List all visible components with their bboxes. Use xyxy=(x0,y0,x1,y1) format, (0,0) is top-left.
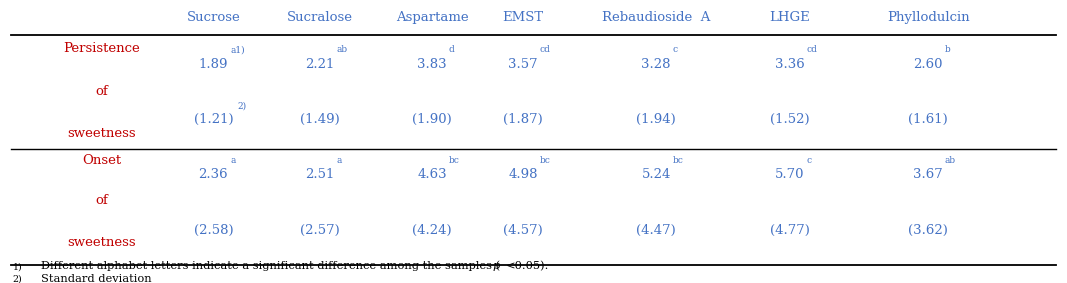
Text: (1.49): (1.49) xyxy=(300,113,340,126)
Text: 2): 2) xyxy=(237,102,246,111)
Text: 2.51: 2.51 xyxy=(305,168,335,181)
Text: a: a xyxy=(230,156,236,165)
Text: 4.98: 4.98 xyxy=(508,168,538,181)
Text: a: a xyxy=(337,156,343,165)
Text: 1.89: 1.89 xyxy=(198,58,228,71)
Text: (4.24): (4.24) xyxy=(412,224,452,237)
Text: ab: ab xyxy=(945,156,956,165)
Text: sweetness: sweetness xyxy=(67,236,136,249)
Text: LHGE: LHGE xyxy=(769,11,810,24)
Text: bc: bc xyxy=(540,156,551,165)
Text: a1): a1) xyxy=(230,45,244,54)
Text: Rebaudioside  A: Rebaudioside A xyxy=(602,11,711,24)
Text: Onset: Onset xyxy=(82,154,121,167)
Text: 5.70: 5.70 xyxy=(775,168,805,181)
Text: Different alphabet letters indicate a significant difference among the samples (: Different alphabet letters indicate a si… xyxy=(41,261,499,271)
Text: 3.28: 3.28 xyxy=(641,58,671,71)
Text: 3.57: 3.57 xyxy=(508,58,538,71)
Text: (1.94): (1.94) xyxy=(636,113,676,126)
Text: ab: ab xyxy=(337,45,348,54)
Text: of: of xyxy=(95,194,108,207)
Text: (1.90): (1.90) xyxy=(412,113,452,126)
Text: Sucralose: Sucralose xyxy=(287,11,353,24)
Text: Standard deviation: Standard deviation xyxy=(41,274,152,283)
Text: (2.57): (2.57) xyxy=(300,224,340,237)
Text: 3.83: 3.83 xyxy=(417,58,447,71)
Text: (1.52): (1.52) xyxy=(769,113,810,126)
Text: (2.58): (2.58) xyxy=(193,224,234,237)
Text: c: c xyxy=(807,156,811,165)
Text: <0.05).: <0.05). xyxy=(506,261,550,271)
Text: Phyllodulcin: Phyllodulcin xyxy=(887,11,970,24)
Text: bc: bc xyxy=(449,156,460,165)
Text: bc: bc xyxy=(673,156,684,165)
Text: 4.63: 4.63 xyxy=(417,168,447,181)
Text: p: p xyxy=(493,261,500,271)
Text: c: c xyxy=(673,45,678,54)
Text: (3.62): (3.62) xyxy=(908,224,949,237)
Text: (4.47): (4.47) xyxy=(636,224,676,237)
Text: (4.77): (4.77) xyxy=(769,224,810,237)
Text: sweetness: sweetness xyxy=(67,127,136,140)
Text: b: b xyxy=(945,45,951,54)
Text: 5.24: 5.24 xyxy=(641,168,671,181)
Text: (4.57): (4.57) xyxy=(503,224,543,237)
Text: of: of xyxy=(95,85,108,98)
Text: EMST: EMST xyxy=(503,11,543,24)
Text: cd: cd xyxy=(540,45,551,54)
Text: Aspartame: Aspartame xyxy=(396,11,468,24)
Text: Persistence: Persistence xyxy=(63,42,140,55)
Text: (1.87): (1.87) xyxy=(503,113,543,126)
Text: d: d xyxy=(449,45,455,54)
Text: 3.36: 3.36 xyxy=(775,58,805,71)
Text: 2.21: 2.21 xyxy=(305,58,335,71)
Text: (1.61): (1.61) xyxy=(908,113,949,126)
Text: 2.60: 2.60 xyxy=(913,58,943,71)
Text: cd: cd xyxy=(807,45,817,54)
Text: Sucrose: Sucrose xyxy=(187,11,240,24)
Text: 1): 1) xyxy=(13,262,22,271)
Text: (1.21): (1.21) xyxy=(193,113,234,126)
Text: 2.36: 2.36 xyxy=(198,168,228,181)
Text: 3.67: 3.67 xyxy=(913,168,943,181)
Text: 2): 2) xyxy=(13,275,22,283)
